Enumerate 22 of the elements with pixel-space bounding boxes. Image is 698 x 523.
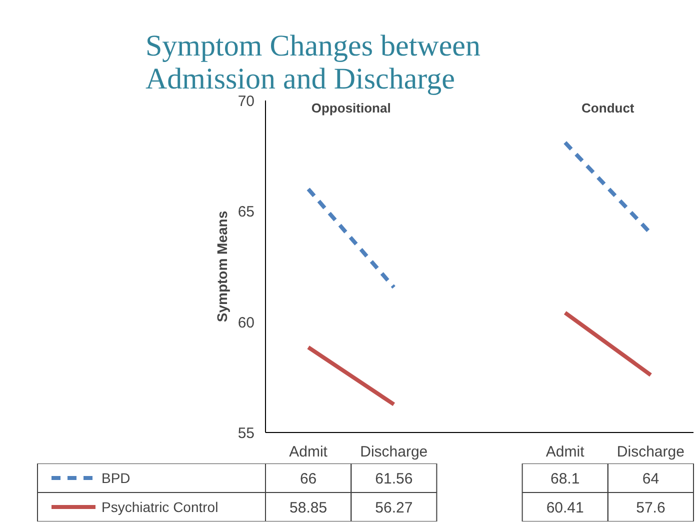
- y-tick-label: 60: [238, 314, 255, 332]
- y-tick-label: 55: [238, 425, 255, 442]
- data-label: 68.1: [550, 470, 580, 488]
- data-label: 60.41: [546, 500, 584, 516]
- data-label: 64: [642, 470, 660, 488]
- x-tick-label: Admit: [289, 444, 328, 460]
- y-tick-label: 70: [238, 93, 255, 110]
- annotation: Oppositional: [311, 100, 391, 116]
- data-label: 58.85: [290, 500, 328, 516]
- x-tick-label: Discharge: [360, 444, 428, 460]
- annotation: Conduct: [582, 100, 635, 116]
- x-tick-label: Discharge: [616, 444, 684, 460]
- data-label: 56.27: [375, 500, 413, 516]
- data-label: 61.56: [375, 470, 413, 488]
- legend-label: Psychiatric Control: [102, 499, 218, 515]
- legend-label: BPD: [102, 470, 130, 486]
- data-label: 66: [300, 470, 317, 488]
- data-label: 57.6: [636, 500, 666, 516]
- x-tick-label: Admit: [546, 444, 586, 460]
- y-axis-title: Symptom Means: [214, 210, 230, 322]
- chart-title: Symptom Changes between Admission and Discharge: [146, 30, 480, 96]
- y-tick-label: 65: [238, 204, 255, 221]
